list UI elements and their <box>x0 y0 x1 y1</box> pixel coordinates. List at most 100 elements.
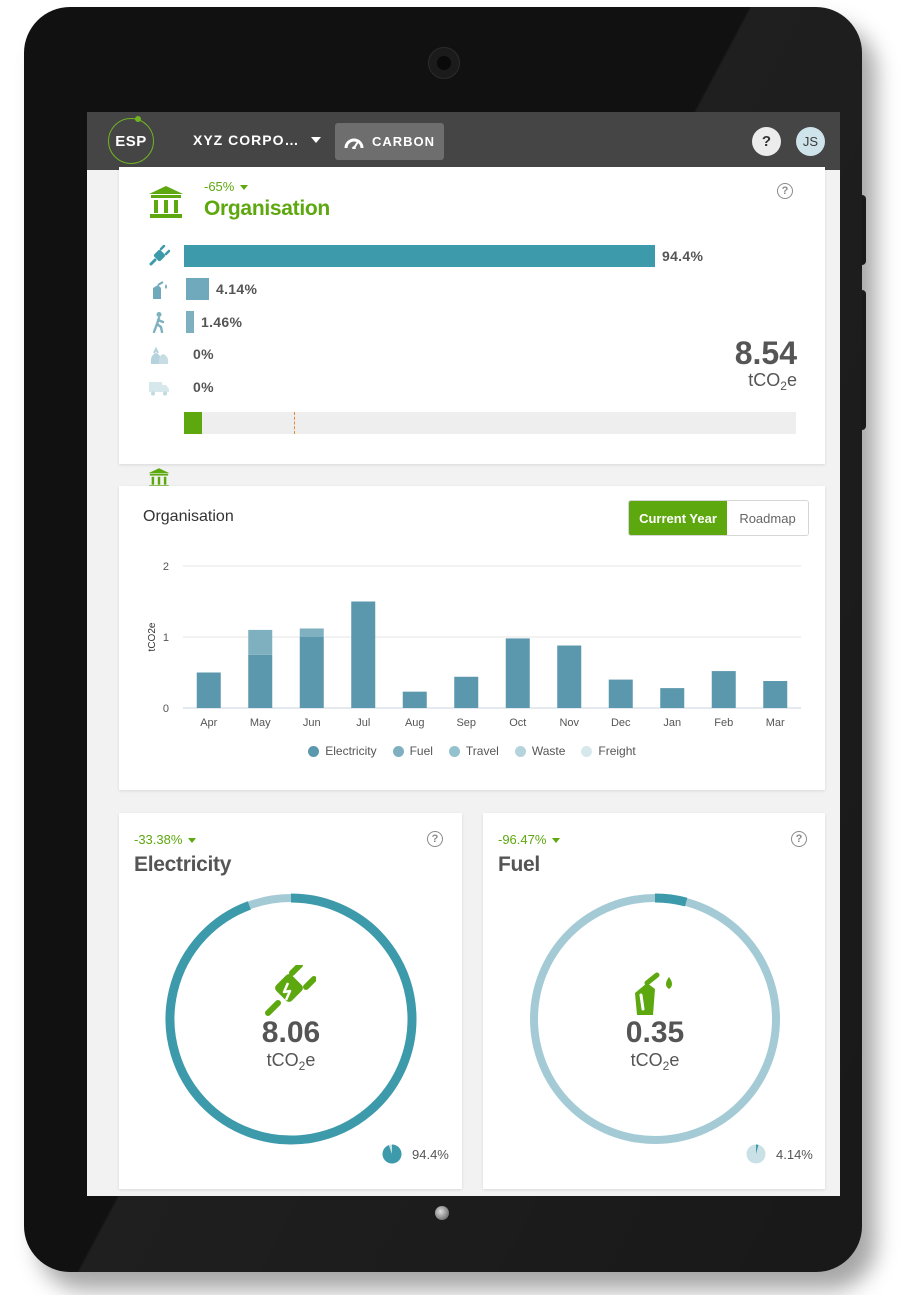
monthly-emissions-chart: 0 1 2 tCO2e Apr May Jun Jul Aug Sep Oct Nov Dec Jan Fe… <box>147 561 801 729</box>
fuel-change: -96.47% <box>498 832 561 847</box>
legend-dot <box>448 745 460 757</box>
help-icon[interactable]: ? <box>791 831 807 847</box>
legend-dot <box>581 745 593 757</box>
bar-electricity <box>402 691 427 708</box>
x-tick-label: Apr <box>200 717 217 729</box>
unit-prefix: tCO <box>630 1050 663 1070</box>
travel-walker-icon <box>152 312 165 333</box>
bar-fuel <box>299 628 324 637</box>
organisation-change-value: -65% <box>204 179 235 194</box>
mini-pie-slice <box>756 1144 759 1154</box>
legend-label: Waste <box>531 744 566 758</box>
roadmap-button[interactable]: Roadmap <box>727 501 808 535</box>
legend-item[interactable]: Fuel <box>392 744 433 758</box>
legend-item[interactable]: Travel <box>448 744 499 758</box>
fuel-unit: tCO2e <box>555 1050 755 1073</box>
electricity-donut <box>165 893 417 1145</box>
total-emissions-unit: tCO2e <box>748 370 797 393</box>
fuel-value: 0.35 <box>625 1016 685 1049</box>
organisation-chart-card: Organisation Current Year Roadmap 0 1 2 tCO… <box>119 486 825 790</box>
organisation-title: Organisation <box>204 197 330 220</box>
organisation-building-icon <box>149 186 183 218</box>
electricity-share-label: 94.4% <box>662 248 704 264</box>
fuel-mini-pie <box>746 1144 766 1164</box>
chart-card-title: Organisation <box>143 508 234 525</box>
volume-up-button[interactable] <box>862 195 866 265</box>
electricity-value: 8.06 <box>261 1016 321 1049</box>
help-icon[interactable]: ? <box>777 183 793 199</box>
camera <box>428 47 460 79</box>
electricity-plug-icon <box>265 965 316 1016</box>
unit-prefix: tCO <box>748 370 781 390</box>
x-tick-label: Sep <box>456 717 476 729</box>
unit-subscript: 2 <box>780 379 787 393</box>
legend-label: Travel <box>465 744 499 758</box>
help-icon[interactable]: ? <box>427 831 443 847</box>
legend-item[interactable]: Freight <box>581 744 636 758</box>
user-avatar[interactable]: JS <box>796 127 825 156</box>
travel-share-bar <box>186 311 194 333</box>
fuel-pump-icon <box>635 972 672 1015</box>
legend-dot <box>392 745 404 757</box>
app-screen: ESP XYZ CORPO… CARBON ? JS <box>87 112 840 1196</box>
bar-electricity <box>196 672 221 708</box>
electricity-mini-pie <box>382 1144 402 1164</box>
electricity-plug-icon <box>149 245 170 266</box>
x-tick-label: Feb <box>714 717 733 729</box>
electricity-card: -33.38% Electricity ? 8.06 tCO2e 94.4% <box>119 813 462 1189</box>
x-tick-label: Jul <box>356 717 370 729</box>
bar-electricity <box>248 654 273 708</box>
donut-value-arc <box>165 893 417 1145</box>
y-tick-label: 2 <box>163 561 169 573</box>
target-marker <box>294 412 295 434</box>
top-navigation-bar: ESP XYZ CORPO… CARBON ? JS <box>87 112 840 170</box>
volume-down-button[interactable] <box>862 290 866 430</box>
bar-fuel <box>248 629 273 655</box>
bar-electricity <box>608 679 633 708</box>
logo-text: ESP <box>115 132 147 150</box>
x-tick-label: Jun <box>303 717 321 729</box>
gauge-icon <box>344 138 364 149</box>
y-tick-label: 0 <box>163 703 169 715</box>
unit-suffix: e <box>786 370 797 390</box>
caret-down-icon <box>552 838 561 844</box>
legend-label: Electricity <box>325 744 377 758</box>
legend-label: Freight <box>598 744 636 758</box>
carbon-module-button[interactable]: CARBON <box>335 123 444 160</box>
caret-down-icon <box>240 185 249 191</box>
x-tick-label: Aug <box>405 717 425 729</box>
bar-electricity <box>763 681 788 708</box>
tablet-frame: ESP XYZ CORPO… CARBON ? JS <box>24 7 862 1272</box>
legend-dot <box>308 745 320 757</box>
electricity-unit: tCO2e <box>191 1050 391 1073</box>
total-emissions-value: 8.54 <box>734 335 797 371</box>
unit-subscript: 2 <box>662 1059 670 1073</box>
fuel-pump-icon <box>153 281 167 299</box>
unit-suffix: e <box>669 1050 680 1070</box>
x-tick-label: Dec <box>611 717 631 729</box>
unit-subscript: 2 <box>298 1059 306 1073</box>
organisation-change: -65% <box>204 179 249 194</box>
electricity-change-value: -33.38% <box>134 832 183 847</box>
y-axis-label: tCO2e <box>147 622 158 651</box>
freight-truck-icon <box>149 382 169 396</box>
fuel-card: -96.47% Fuel ? 0.35 tCO2e 4.14% <box>483 813 825 1189</box>
esp-logo[interactable]: ESP <box>108 116 154 164</box>
fuel-share-bar <box>186 278 209 300</box>
target-progress-fill <box>184 412 202 434</box>
organisation-selector[interactable]: XYZ CORPO… <box>193 132 322 148</box>
current-year-button[interactable]: Current Year <box>629 501 727 535</box>
caret-down-icon <box>188 838 197 844</box>
fuel-donut <box>530 893 780 1144</box>
chevron-down-icon <box>311 137 322 143</box>
electricity-share-bar <box>184 245 655 267</box>
legend-dot <box>514 745 526 757</box>
bar-electricity <box>299 637 324 708</box>
help-button[interactable]: ? <box>752 127 781 156</box>
legend-item[interactable]: Electricity <box>308 744 377 758</box>
fuel-change-value: -96.47% <box>498 832 547 847</box>
legend-item[interactable]: Waste <box>514 744 566 758</box>
bar-electricity <box>660 688 685 708</box>
home-button[interactable] <box>435 1206 449 1220</box>
target-progress-track <box>184 412 796 434</box>
